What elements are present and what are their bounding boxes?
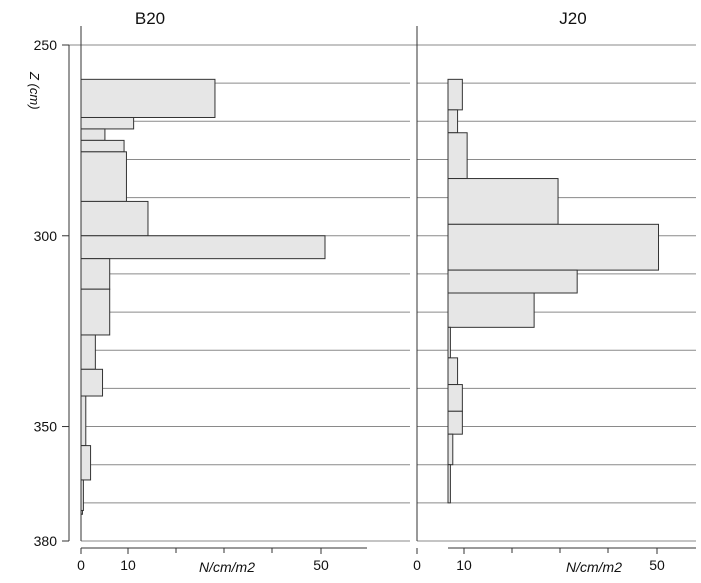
y-tick-label: 250 [34, 37, 58, 53]
bar-b20 [80, 479, 84, 511]
panel-title-b20: B20 [135, 9, 165, 28]
bar-b20 [80, 368, 104, 397]
y-tick-label: 300 [34, 228, 58, 244]
bar-j20 [447, 269, 578, 294]
bar-b20 [80, 445, 92, 481]
bar-j20 [447, 78, 463, 111]
bar-j20 [447, 292, 535, 328]
x-axis-title-j20: N/cm/m2 [566, 559, 622, 575]
bar-j20 [447, 384, 463, 412]
y-axis-title: Z (cm) [27, 71, 42, 110]
bar-j20 [447, 223, 660, 271]
x-tick-label: 0 [77, 557, 85, 573]
bar-j20 [447, 132, 468, 180]
bar-b20 [80, 288, 111, 336]
labels: B20 J20 Z (cm) N/cm/m2 N/cm/m2 250 300 350… [27, 9, 665, 575]
bar-b20 [80, 151, 127, 202]
x-tick-label: 50 [313, 557, 329, 573]
bar-j20 [447, 109, 459, 134]
bar-b20 [80, 116, 135, 130]
y-tick-label: 380 [34, 533, 58, 549]
bar-b20 [80, 334, 96, 370]
bar-b20 [80, 235, 326, 260]
gridlines [69, 44, 696, 542]
x-tick-label: 10 [456, 557, 472, 573]
bar-j20 [447, 326, 451, 359]
bar-j20 [447, 464, 451, 504]
x-tick-label: 10 [120, 557, 136, 573]
x-tick-label: 0 [413, 557, 421, 573]
bar-b20 [80, 200, 149, 237]
bar-j20 [447, 410, 463, 435]
bar-j20 [447, 178, 559, 225]
bar-b20 [80, 139, 125, 153]
x-axis-title-b20: N/cm/m2 [199, 559, 255, 575]
y-tick-label: 350 [34, 419, 58, 435]
bar-j20 [447, 433, 454, 466]
panel-title-j20: J20 [559, 9, 586, 28]
bar-b20 [80, 78, 216, 118]
bar-j20 [447, 357, 459, 386]
x-tick-label: 50 [649, 557, 665, 573]
bar-b20 [80, 258, 111, 290]
bars [80, 78, 660, 515]
bar-b20 [80, 395, 87, 447]
bar-b20 [80, 128, 106, 141]
bar-b20 [80, 509, 83, 515]
